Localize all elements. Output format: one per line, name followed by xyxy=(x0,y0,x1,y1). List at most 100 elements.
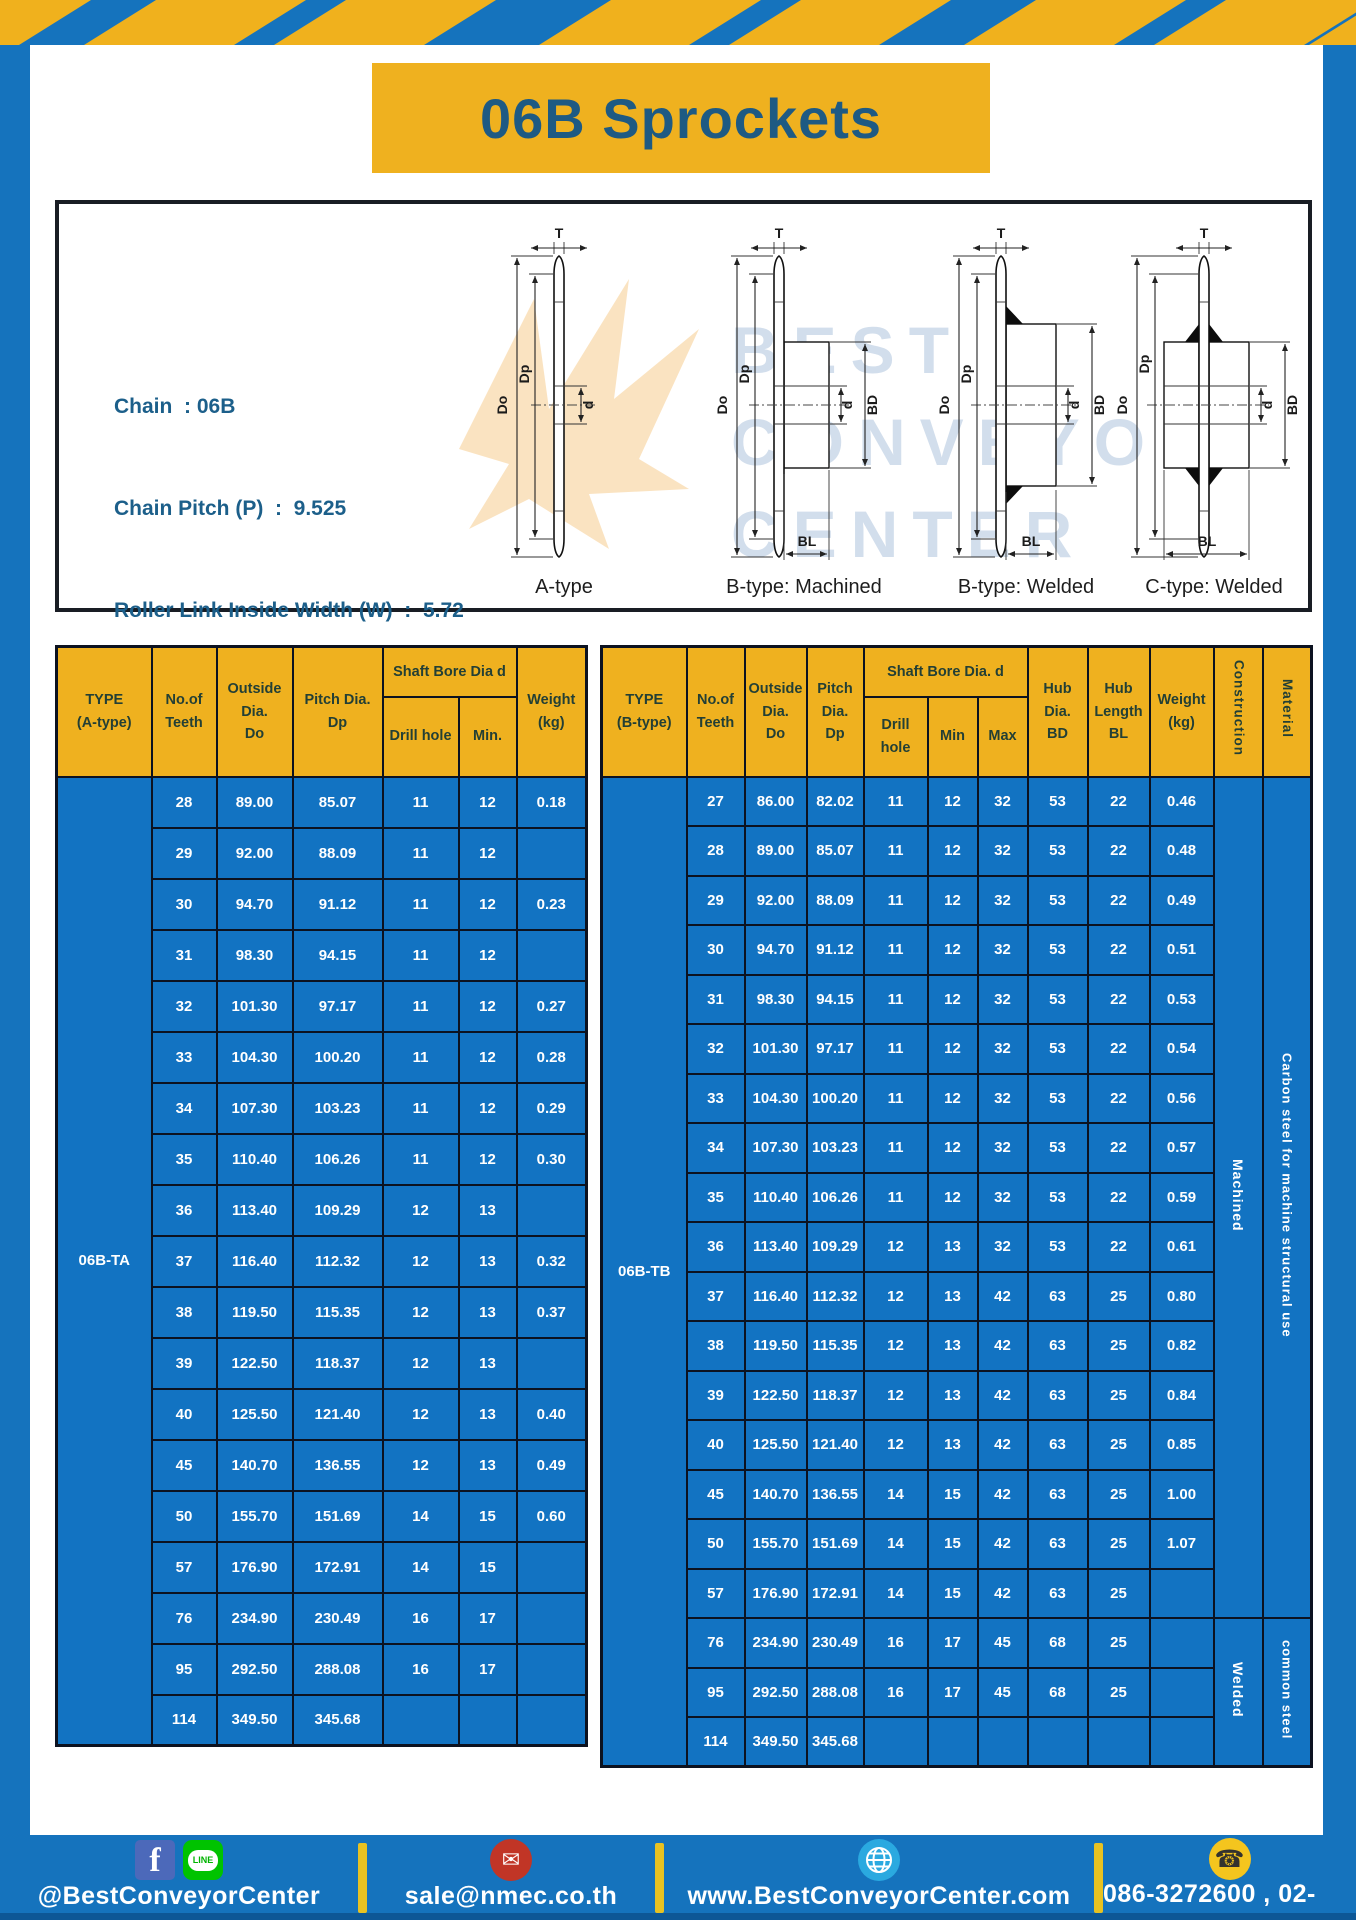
col-header-construction: Construction xyxy=(1212,645,1264,778)
table-cell: 45 xyxy=(150,1438,218,1492)
table-row: 114 349.50 345.68 xyxy=(57,1693,588,1747)
table-body: 06B-TA 28 89.00 85.07 11 12 0.18 29 92.00 88.09 11… xyxy=(55,775,588,1747)
table-cell: 86.00 xyxy=(743,775,808,827)
table-row: 95 292.50 288.08 16 17 45 68 25 xyxy=(602,1666,1312,1718)
table-cell: 32 xyxy=(976,1221,1029,1273)
table-cell: 32 xyxy=(976,1122,1029,1174)
table-cell: 234.90 xyxy=(743,1617,808,1669)
table-cell: 12 xyxy=(926,825,979,877)
table-cell: 119.50 xyxy=(743,1320,808,1372)
table-cell: 31 xyxy=(685,973,746,1025)
table-cell: 11 xyxy=(381,1132,460,1186)
diagram-c-type-welded: T Do xyxy=(1099,224,1329,599)
table-cell: 63 xyxy=(1026,1567,1089,1619)
table-cell xyxy=(1086,1716,1151,1768)
table-cell: 25 xyxy=(1086,1468,1151,1520)
table-cell: 85.07 xyxy=(805,825,865,877)
table-cell: 57 xyxy=(150,1540,218,1594)
table-cell xyxy=(1148,1666,1215,1718)
col-header-pitch-dia: Pitch Dia. Dp xyxy=(291,645,384,778)
table-cell: 15 xyxy=(926,1468,979,1520)
col-header-max: Max xyxy=(976,695,1029,778)
table-cell: 16 xyxy=(862,1666,929,1718)
table-cell: 122.50 xyxy=(215,1336,294,1390)
table-cell: 1.07 xyxy=(1148,1518,1215,1570)
table-cell xyxy=(1148,1716,1215,1768)
table-cell: 0.53 xyxy=(1148,973,1215,1025)
phone-numbers: 086-3272600 , 02-0017766 xyxy=(1103,1880,1316,1920)
table-cell: 94.15 xyxy=(805,973,865,1025)
table-cell: 57 xyxy=(685,1567,746,1619)
table-cell: 32 xyxy=(976,1023,1029,1075)
drawing-panel: BEST CONVEYOR CENTER Chain : 06B Chain P… xyxy=(55,200,1312,826)
table-cell: 53 xyxy=(1026,1221,1089,1273)
table-cell: 25 xyxy=(1086,1369,1151,1421)
line-app-icon: LINE xyxy=(183,1840,223,1880)
table-cell: 22 xyxy=(1086,1023,1151,1075)
sprocket-section-drawing: T Do Dp xyxy=(936,225,1107,560)
table-cell: 32 xyxy=(976,1072,1029,1124)
table-cell: 11 xyxy=(381,979,460,1033)
table-cell: 172.91 xyxy=(805,1567,865,1619)
table-cell: 12 xyxy=(926,1122,979,1174)
col-header-hub-dia: Hub Dia. BD xyxy=(1026,645,1089,778)
table-cell: 12 xyxy=(457,979,518,1033)
table-cell: 12 xyxy=(457,826,518,880)
svg-text:Do: Do xyxy=(494,396,510,415)
table-cell: 42 xyxy=(976,1468,1029,1520)
table-row: 36 113.40 109.29 12 13 32 53 22 0.61 xyxy=(602,1221,1312,1273)
table-cell: 32 xyxy=(976,973,1029,1025)
table-cell xyxy=(1148,1617,1215,1669)
table-cell: 22 xyxy=(1086,1221,1151,1273)
table-row: 34 107.30 103.23 11 12 0.29 xyxy=(57,1081,588,1135)
table-cell: 13 xyxy=(926,1320,979,1372)
table-cell: 53 xyxy=(1026,924,1089,976)
diagram-caption: B-type: Machined xyxy=(726,576,882,598)
table-cell: 12 xyxy=(862,1419,929,1471)
sprocket-section-drawing: T Do xyxy=(1114,225,1300,560)
social-handle: @BestConveyorCenter xyxy=(37,1882,321,1910)
diagram-caption: B-type: Welded xyxy=(957,576,1095,598)
table-cell: 68 xyxy=(1026,1666,1089,1718)
table-cell: 292.50 xyxy=(215,1642,294,1696)
table-cell: 39 xyxy=(150,1336,218,1390)
table-cell: 11 xyxy=(862,874,929,926)
footer-divider xyxy=(655,1842,664,1913)
table-cell: 15 xyxy=(457,1540,518,1594)
table-cell: 345.68 xyxy=(291,1693,384,1747)
table-row: 45 140.70 136.55 12 13 0.49 xyxy=(57,1438,588,1492)
table-cell: 110.40 xyxy=(743,1171,808,1223)
page-title: 06B Sprockets xyxy=(479,86,883,150)
table-cell: 42 xyxy=(976,1369,1029,1421)
type-cell: 06B-TA xyxy=(55,775,153,1747)
svg-text:d: d xyxy=(839,401,855,410)
svg-text:BD: BD xyxy=(864,395,880,415)
col-group-shaft-bore: Shaft Bore Dia d xyxy=(381,645,518,698)
table-cell: 12 xyxy=(862,1221,929,1273)
table-cell: 42 xyxy=(976,1518,1029,1570)
table-cell: 151.69 xyxy=(291,1489,384,1543)
table-cell: 0.61 xyxy=(1148,1221,1215,1273)
spec-line: Roller Link Inside Width (W) : 5.72 xyxy=(114,599,464,622)
table-cell xyxy=(515,1642,588,1696)
table-row: 29 92.00 88.09 11 12 32 53 22 0.49 xyxy=(602,874,1312,926)
footer-email-section: ✉ sale@nmec.co.th xyxy=(367,1835,655,1920)
table-cell: 140.70 xyxy=(743,1468,808,1520)
email-address: sale@nmec.co.th xyxy=(404,1882,618,1910)
table-cell: 114 xyxy=(685,1716,746,1768)
table-cell: 100.20 xyxy=(291,1030,384,1084)
table-cell: 11 xyxy=(862,1023,929,1075)
table-cell: 27 xyxy=(685,775,746,827)
table-cell: 11 xyxy=(381,1030,460,1084)
table-cell: 115.35 xyxy=(291,1285,384,1339)
table-cell: 32 xyxy=(976,775,1029,827)
table-cell: 230.49 xyxy=(291,1591,384,1645)
table-cell: 13 xyxy=(926,1270,979,1322)
table-cell: 53 xyxy=(1026,775,1089,827)
svg-text:T: T xyxy=(997,225,1006,241)
diagram-a-type: T Do Dp d A-type xyxy=(459,224,669,599)
table-cell: 140.70 xyxy=(215,1438,294,1492)
col-header-outside-dia: Outside Dia. Do xyxy=(215,645,294,778)
table-cell: 22 xyxy=(1086,775,1151,827)
table-cell: 13 xyxy=(457,1438,518,1492)
